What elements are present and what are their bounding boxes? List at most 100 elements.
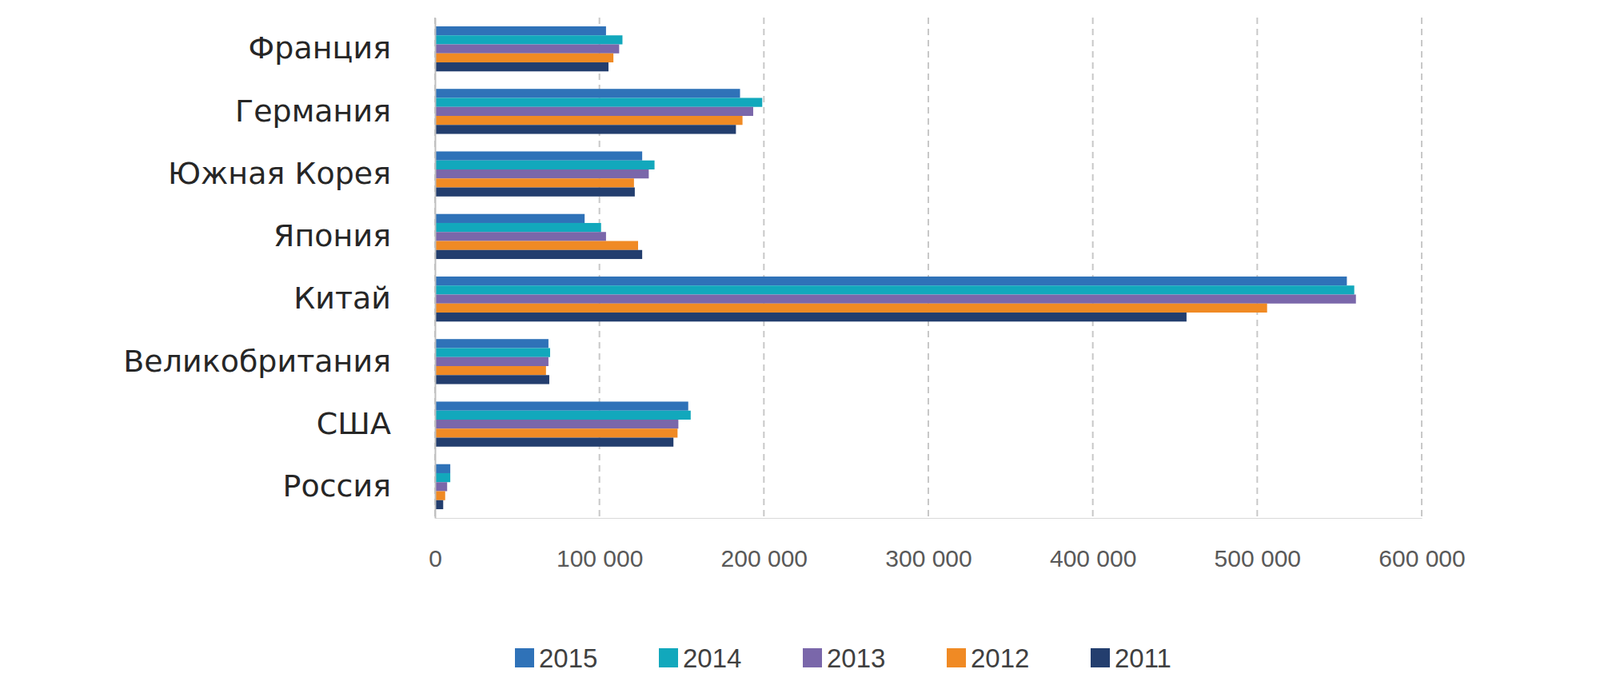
bar (434, 160, 655, 170)
grid-line (434, 17, 436, 519)
x-tick: 300 000 (885, 518, 972, 572)
grid-line (1420, 17, 1423, 519)
x-tick-label: 400 000 (1049, 545, 1137, 572)
bar (434, 241, 639, 251)
x-tick: 600 000 (1378, 518, 1465, 572)
grid-line (1256, 17, 1258, 519)
bar (434, 276, 1347, 286)
x-axis: 0 100 000 200 000 300 000 400 000 500 000 600 … (428, 518, 1466, 572)
category-label: Япония (273, 218, 392, 254)
category-label: Южная Корея (167, 155, 392, 192)
bar (434, 366, 547, 376)
bar (434, 169, 649, 179)
legend-label: 2014 (682, 643, 742, 674)
legend-item: 2011 (1090, 643, 1172, 674)
legend-label: 2013 (826, 643, 886, 674)
x-axis-line (435, 518, 1423, 519)
category-label: Германия (235, 93, 392, 129)
legend-label: 2015 (538, 643, 598, 674)
bar-series (434, 53, 1268, 501)
legend: 2015 2014 2013 2012 2011 (514, 643, 1172, 674)
category-label: Великобритания (123, 343, 392, 380)
bar (434, 491, 446, 501)
plot: 0 100 000 200 000 300 000 400 000 500 000 600 … (123, 17, 1465, 572)
x-tick: 400 000 (1049, 518, 1137, 572)
y-tick: Франция (248, 30, 435, 66)
x-tick: 500 000 (1214, 518, 1301, 572)
y-tick: Китай (293, 280, 435, 316)
legend-item: 2015 (514, 643, 598, 674)
bar (434, 294, 1357, 304)
legend-swatch (1090, 648, 1110, 668)
bar (434, 438, 674, 447)
bar (434, 178, 635, 188)
bar (434, 187, 635, 197)
bar (434, 97, 763, 107)
bar (434, 43, 619, 53)
x-tick-label: 0 (428, 545, 443, 572)
legend-item: 2012 (946, 643, 1030, 674)
category-label: Россия (282, 468, 392, 504)
x-tick: 0 (428, 518, 443, 572)
legend-swatch (802, 648, 822, 668)
y-tick: Германия (235, 93, 435, 129)
x-tick-label: 200 000 (721, 545, 808, 572)
legend-swatch (514, 648, 535, 668)
y-tick: США (316, 406, 435, 442)
bar (434, 482, 447, 491)
category-label: Франция (248, 30, 392, 66)
bar-series (434, 35, 1355, 483)
bar (434, 285, 1355, 295)
bar (434, 250, 643, 260)
x-tick: 200 000 (721, 518, 808, 572)
x-tick-label: 100 000 (556, 545, 643, 572)
legend-item: 2014 (658, 643, 742, 674)
grid-line (762, 17, 765, 519)
legend-label: 2011 (1114, 643, 1172, 674)
bars (434, 26, 1357, 510)
bar-series (434, 62, 1187, 510)
bar-series (434, 26, 1347, 474)
bar (434, 401, 689, 411)
bar (434, 26, 607, 36)
bar (434, 35, 623, 44)
bar (434, 357, 549, 367)
y-tick: Россия (282, 468, 435, 504)
grid (434, 17, 1422, 519)
bar (434, 223, 602, 232)
x-tick-label: 300 000 (885, 545, 972, 572)
legend-label: 2012 (970, 643, 1030, 674)
category-label: США (316, 406, 392, 442)
y-axis-line (434, 18, 437, 519)
legend-item: 2013 (802, 643, 886, 674)
legend-swatch (946, 648, 966, 668)
bar (434, 303, 1268, 313)
bar (434, 88, 741, 98)
bar (434, 214, 585, 224)
y-axis: Франция Германия Южная Корея Япония Китай Вел… (123, 18, 435, 519)
bar (434, 231, 607, 241)
y-tick: Южная Корея (167, 155, 435, 192)
y-tick: Япония (273, 218, 435, 254)
bar (434, 339, 549, 348)
bar (434, 428, 678, 438)
bar (434, 500, 443, 510)
bar (434, 53, 614, 63)
grid-line (1092, 17, 1094, 519)
bar (434, 410, 691, 420)
bar (434, 375, 550, 384)
bar-series (434, 43, 1357, 491)
bar (434, 107, 754, 116)
y-tick: Великобритания (123, 343, 435, 380)
bar (434, 62, 609, 72)
bar (434, 312, 1187, 322)
bar (434, 124, 736, 134)
chart: 0 100 000 200 000 300 000 400 000 500 000 600 … (0, 0, 1600, 689)
grid-line (927, 17, 930, 519)
bar (434, 464, 451, 474)
category-label: Китай (293, 280, 392, 316)
bar (434, 419, 679, 429)
bar (434, 115, 743, 125)
x-tick-label: 600 000 (1378, 545, 1465, 572)
bar (434, 151, 643, 160)
